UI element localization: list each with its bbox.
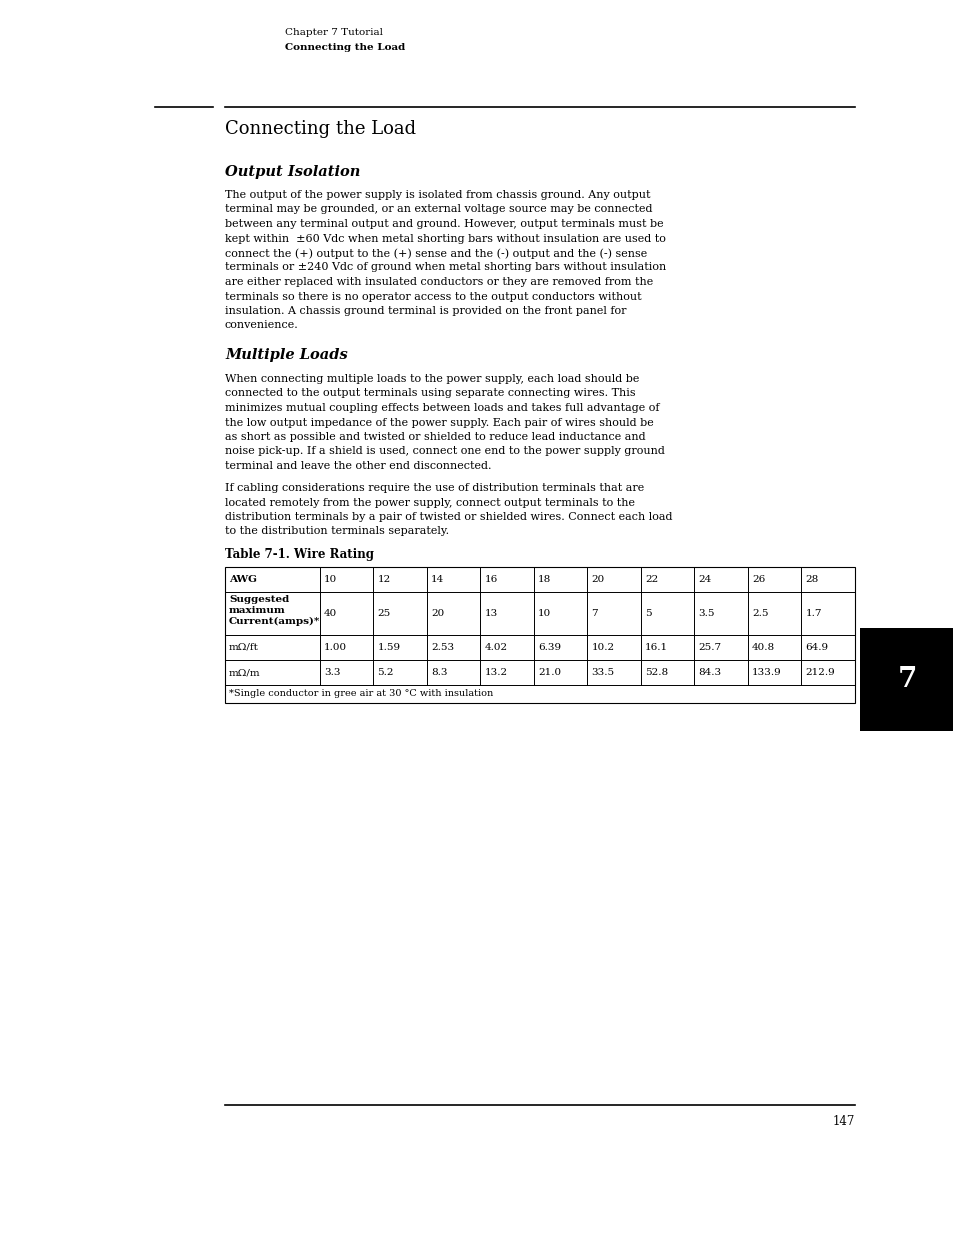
Text: 10.2: 10.2 [591, 643, 614, 652]
Text: 7: 7 [897, 666, 916, 693]
Bar [225, 567, 854, 703]
Text: as short as possible and twisted or shielded to reduce lead inductance and: as short as possible and twisted or shie… [225, 432, 645, 442]
Text: 1.59: 1.59 [377, 643, 400, 652]
Text: are either replaced with insulated conductors or they are removed from the: are either replaced with insulated condu… [225, 277, 653, 287]
Text: connect the (+) output to the (+) sense and the (-) output and the (-) sense: connect the (+) output to the (+) sense … [225, 248, 646, 258]
Text: 13.2: 13.2 [484, 668, 507, 677]
Text: 14: 14 [431, 576, 444, 584]
Text: 5.2: 5.2 [377, 668, 394, 677]
Text: The output of the power supply is isolated from chassis ground. Any output: The output of the power supply is isolat… [225, 190, 650, 200]
Text: 3.5: 3.5 [698, 609, 714, 618]
Text: 2.5: 2.5 [751, 609, 768, 618]
Text: located remotely from the power supply, connect output terminals to the: located remotely from the power supply, … [225, 498, 635, 508]
Text: 18: 18 [537, 576, 551, 584]
Text: 25.7: 25.7 [698, 643, 720, 652]
Text: terminals so there is no operator access to the output conductors without: terminals so there is no operator access… [225, 291, 641, 301]
Text: connected to the output terminals using separate connecting wires. This: connected to the output terminals using … [225, 389, 635, 399]
Text: convenience.: convenience. [225, 321, 298, 331]
Text: kept within  ±60 Vdc when metal shorting bars without insulation are used to: kept within ±60 Vdc when metal shorting … [225, 233, 665, 243]
Text: insulation. A chassis ground terminal is provided on the front panel for: insulation. A chassis ground terminal is… [225, 306, 626, 316]
Text: *Single conductor in gree air at 30 °C with insulation: *Single conductor in gree air at 30 °C w… [229, 689, 493, 699]
Text: minimizes mutual coupling effects between loads and takes full advantage of: minimizes mutual coupling effects betwee… [225, 403, 659, 412]
Text: to the distribution terminals separately.: to the distribution terminals separately… [225, 526, 449, 536]
Text: 10: 10 [537, 609, 551, 618]
Text: 28: 28 [804, 576, 818, 584]
Text: mΩ/ft: mΩ/ft [229, 643, 258, 652]
Text: 7: 7 [591, 609, 598, 618]
Text: 21.0: 21.0 [537, 668, 560, 677]
Text: 22: 22 [644, 576, 658, 584]
Text: 13: 13 [484, 609, 497, 618]
Text: Suggested
maximum
Current(amps)*: Suggested maximum Current(amps)* [229, 595, 320, 626]
Text: 147: 147 [832, 1115, 854, 1128]
Text: 26: 26 [751, 576, 764, 584]
Text: 33.5: 33.5 [591, 668, 614, 677]
Text: AWG: AWG [229, 576, 256, 584]
Text: terminal may be grounded, or an external voltage source may be connected: terminal may be grounded, or an external… [225, 205, 652, 215]
Text: 3.3: 3.3 [324, 668, 340, 677]
Text: 2.53: 2.53 [431, 643, 454, 652]
Text: 1.00: 1.00 [324, 643, 347, 652]
Text: the low output impedance of the power supply. Each pair of wires should be: the low output impedance of the power su… [225, 417, 653, 427]
Text: 64.9: 64.9 [804, 643, 828, 652]
Text: If cabling considerations require the use of distribution terminals that are: If cabling considerations require the us… [225, 483, 643, 493]
Text: 5: 5 [644, 609, 651, 618]
Text: Output Isolation: Output Isolation [225, 165, 360, 179]
Text: Connecting the Load: Connecting the Load [225, 120, 416, 138]
Text: 12: 12 [377, 576, 391, 584]
Text: 4.02: 4.02 [484, 643, 507, 652]
Text: Table 7-1. Wire Rating: Table 7-1. Wire Rating [225, 548, 374, 561]
Text: 16.1: 16.1 [644, 643, 667, 652]
Text: 1.7: 1.7 [804, 609, 821, 618]
Bar [859, 629, 953, 731]
Text: 20: 20 [591, 576, 604, 584]
Text: 52.8: 52.8 [644, 668, 667, 677]
Text: 40.8: 40.8 [751, 643, 774, 652]
Text: between any terminal output and ground. However, output terminals must be: between any terminal output and ground. … [225, 219, 663, 228]
Text: noise pick-up. If a shield is used, connect one end to the power supply ground: noise pick-up. If a shield is used, conn… [225, 447, 664, 457]
Text: 133.9: 133.9 [751, 668, 781, 677]
Text: terminals or ±240 Vdc of ground when metal shorting bars without insulation: terminals or ±240 Vdc of ground when met… [225, 263, 665, 273]
Text: 40: 40 [324, 609, 337, 618]
Text: 16: 16 [484, 576, 497, 584]
Text: distribution terminals by a pair of twisted or shielded wires. Connect each load: distribution terminals by a pair of twis… [225, 513, 672, 522]
Text: Connecting the Load: Connecting the Load [285, 43, 405, 52]
Text: 10: 10 [324, 576, 337, 584]
Text: When connecting multiple loads to the power supply, each load should be: When connecting multiple loads to the po… [225, 374, 639, 384]
Text: mΩ/m: mΩ/m [229, 668, 260, 677]
Text: terminal and leave the other end disconnected.: terminal and leave the other end disconn… [225, 461, 491, 471]
Text: 25: 25 [377, 609, 391, 618]
Text: 212.9: 212.9 [804, 668, 835, 677]
Text: 24: 24 [698, 576, 711, 584]
Text: 84.3: 84.3 [698, 668, 720, 677]
Text: 8.3: 8.3 [431, 668, 447, 677]
Text: Multiple Loads: Multiple Loads [225, 348, 348, 362]
Text: 6.39: 6.39 [537, 643, 560, 652]
Text: 20: 20 [431, 609, 444, 618]
Text: Chapter 7 Tutorial: Chapter 7 Tutorial [285, 28, 382, 37]
